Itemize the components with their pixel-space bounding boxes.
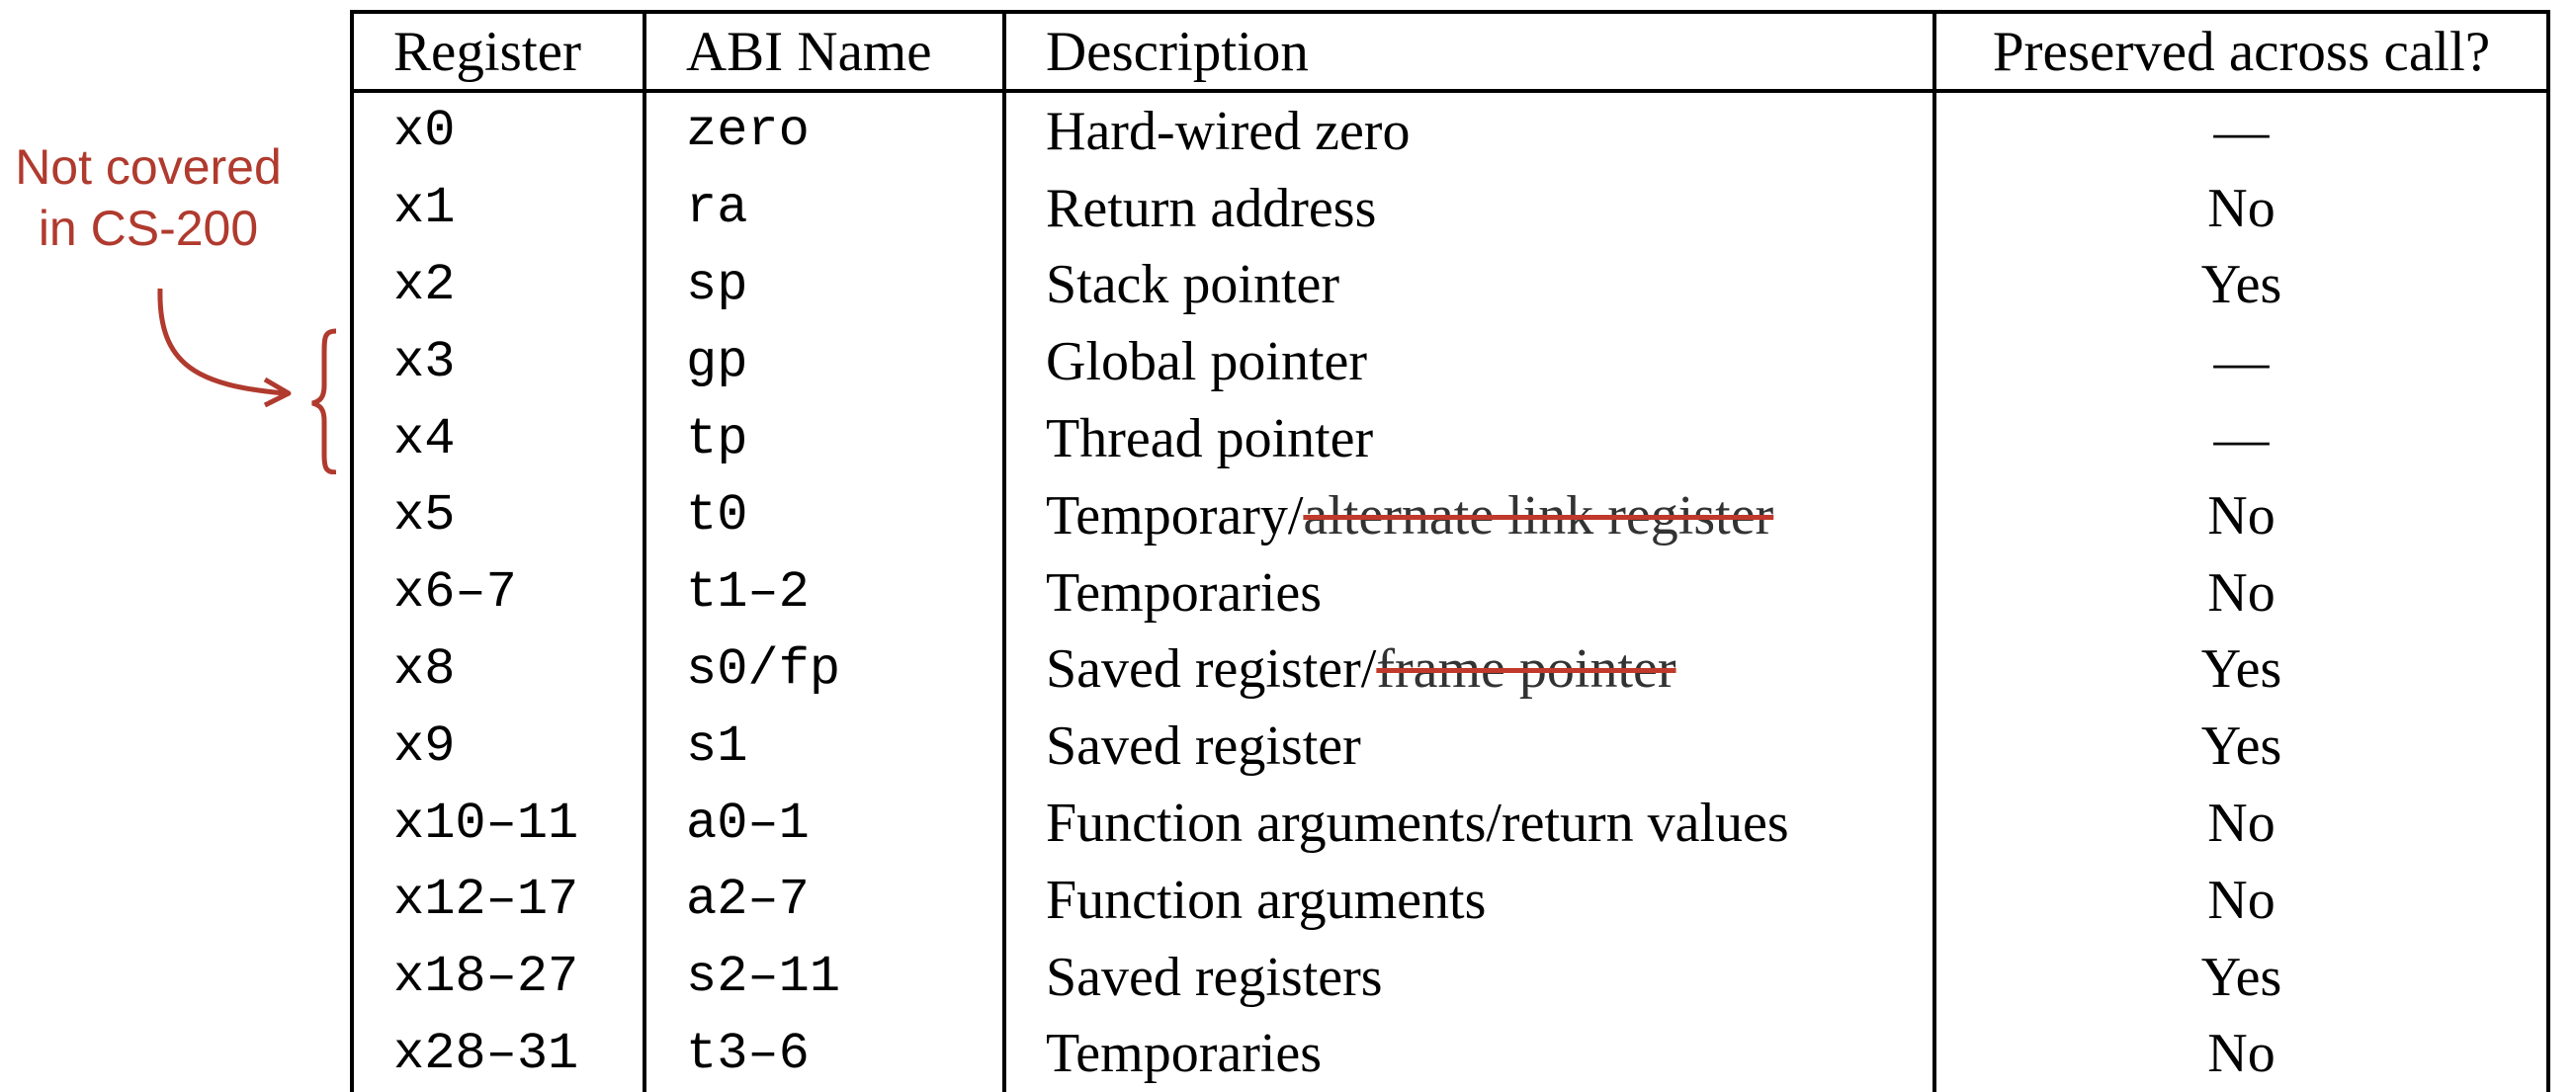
abi-name-cell: gp (643, 323, 1006, 401)
table-row: x0 zero Hard-wired zero — (350, 91, 2550, 170)
description-cell: Saved registers (1002, 938, 1936, 1016)
register-cell: x2 (350, 246, 646, 324)
description-cell: Thread pointer (1002, 400, 1936, 477)
description-text: Hard-wired zero (1046, 100, 1411, 162)
description-text: Thread pointer (1046, 408, 1374, 470)
abi-name-cell: zero (643, 91, 1006, 170)
table-row: x2 sp Stack pointer Yes (350, 246, 2550, 324)
description-text: Temporaries (1046, 1023, 1323, 1085)
description-cell: Hard-wired zero (1002, 91, 1936, 170)
table-row: x4 tp Thread pointer — (350, 400, 2550, 477)
table-row: x3 gp Global pointer — (350, 323, 2550, 401)
description-text: Stack pointer (1046, 254, 1340, 316)
description-cell: Temporary/alternate link register (1002, 476, 1936, 554)
curved-arrow-with-brace (157, 288, 337, 474)
annotation-line-2: in CS-200 (38, 201, 259, 256)
curved-arrow-icon (157, 288, 286, 396)
abi-name-cell: s0/fp (643, 630, 1006, 709)
description-cell: Temporaries (1002, 553, 1936, 631)
brace-icon (311, 328, 337, 474)
description-cell: Stack pointer (1002, 246, 1936, 324)
description-text: Saved register/ (1046, 638, 1377, 701)
description-text: Function arguments/return values (1046, 793, 1789, 855)
register-cell: x12–17 (350, 861, 646, 939)
table-row: x28–31 t3–6 Temporaries No (350, 1015, 2550, 1092)
register-cell: x3 (350, 323, 646, 401)
arrowhead-icon (263, 377, 292, 408)
header-register: Register (350, 10, 646, 93)
description-cell: Saved register/frame pointer (1002, 630, 1936, 709)
preserved-cell: No (1932, 476, 2550, 554)
register-cell: x0 (350, 91, 646, 170)
register-table-container: Register ABI Name Description Preserved … (350, 10, 2550, 1092)
description-cell: Saved register (1002, 708, 1936, 786)
table-row: x1 ra Return address No (350, 169, 2550, 247)
description-cell: Temporaries (1002, 1015, 1936, 1092)
abi-name-cell: t3–6 (643, 1015, 1006, 1092)
register-cell: x4 (350, 400, 646, 477)
description-text: Temporaries (1046, 561, 1323, 624)
description-text: Temporary/ (1046, 484, 1304, 546)
table-row: x5 t0 Temporary/alternate link register No (350, 476, 2550, 554)
header-abi-name: ABI Name (643, 10, 1006, 93)
register-cell: x10–11 (350, 785, 646, 862)
preserved-cell: Yes (1932, 708, 2550, 786)
abi-name-cell: t0 (643, 476, 1006, 554)
register-cell: x1 (350, 169, 646, 247)
description-cell: Return address (1002, 169, 1936, 247)
description-text: Saved register (1046, 715, 1361, 778)
table-row: x9 s1 Saved register Yes (350, 708, 2550, 786)
register-cell: x9 (350, 708, 646, 786)
register-cell: x18–27 (350, 938, 646, 1016)
preserved-cell: No (1932, 1015, 2550, 1092)
preserved-cell: Yes (1932, 246, 2550, 324)
table-body: x0 zero Hard-wired zero — x1 ra Return address… (350, 91, 2550, 1092)
table-row: x8 s0/fp Saved register/frame pointer Yes (350, 630, 2550, 709)
preserved-cell: No (1932, 553, 2550, 631)
description-cell: Function arguments (1002, 861, 1936, 939)
table-row: x12–17 a2–7 Function arguments No (350, 861, 2550, 939)
description-text: Return address (1046, 177, 1377, 239)
header-description: Description (1002, 10, 1936, 93)
preserved-cell: No (1932, 785, 2550, 862)
abi-name-cell: sp (643, 246, 1006, 324)
abi-name-cell: s2–11 (643, 938, 1006, 1016)
annotation-line-1: Not covered (15, 139, 282, 195)
preserved-cell: Yes (1932, 630, 2550, 709)
abi-name-cell: s1 (643, 708, 1006, 786)
description-text: Saved registers (1046, 946, 1383, 1008)
table-row: x10–11 a0–1 Function arguments/return valu… (350, 785, 2550, 862)
description-text: Function arguments (1046, 869, 1487, 931)
preserved-cell: Yes (1932, 938, 2550, 1016)
annotation-note: Not covered in CS-200 (0, 136, 297, 259)
abi-name-cell: t1–2 (643, 553, 1006, 631)
header-preserved: Preserved across call? (1932, 10, 2550, 93)
struck-description-text: frame pointer (1376, 638, 1676, 701)
table-row: x18–27 s2–11 Saved registers Yes (350, 938, 2550, 1016)
description-cell: Global pointer (1002, 323, 1936, 401)
preserved-cell: — (1932, 400, 2550, 477)
abi-name-cell: a0–1 (643, 785, 1006, 862)
description-text: Global pointer (1046, 331, 1368, 393)
register-cell: x28–31 (350, 1015, 646, 1092)
register-cell: x8 (350, 630, 646, 709)
abi-name-cell: a2–7 (643, 861, 1006, 939)
preserved-cell: — (1932, 323, 2550, 401)
table-row: x6–7 t1–2 Temporaries No (350, 553, 2550, 631)
register-table: Register ABI Name Description Preserved … (350, 10, 2550, 1092)
preserved-cell: No (1932, 861, 2550, 939)
register-cell: x6–7 (350, 553, 646, 631)
preserved-cell: No (1932, 169, 2550, 247)
abi-name-cell: ra (643, 169, 1006, 247)
table-header-row: Register ABI Name Description Preserved … (350, 10, 2550, 93)
preserved-cell: — (1932, 91, 2550, 170)
struck-description-text: alternate link register (1303, 484, 1774, 546)
register-cell: x5 (350, 476, 646, 554)
abi-name-cell: tp (643, 400, 1006, 477)
description-cell: Function arguments/return values (1002, 785, 1936, 862)
